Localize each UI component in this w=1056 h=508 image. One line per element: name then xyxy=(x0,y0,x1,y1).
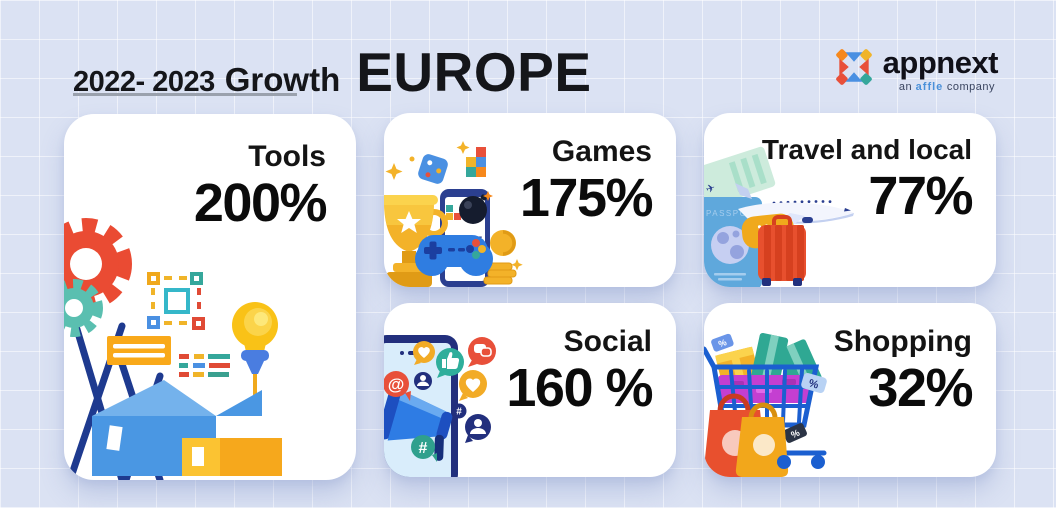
svg-text:#: # xyxy=(419,440,428,457)
hash-bubble-teal: # xyxy=(411,435,437,462)
svg-text:#: # xyxy=(456,407,462,418)
shopping-bag-orange xyxy=(735,402,789,477)
discount-tag-blue-small: % xyxy=(711,333,734,352)
stat-card-travel: Travel and local 77% ✈ PASSPORT xyxy=(704,113,996,287)
person-bubble-small xyxy=(414,372,432,390)
dice-icon xyxy=(418,154,448,184)
title-period: 2022- 2023 xyxy=(73,66,215,98)
toolbox-gears-lightbulb-illustration xyxy=(64,218,282,480)
social-bubbles: @ # xyxy=(384,337,496,462)
title-underline xyxy=(73,93,297,96)
suitcase-icon xyxy=(758,215,806,286)
stat-card-games: Games 175% xyxy=(384,113,676,287)
passport-plane-suitcase-illustration: ✈ PASSPORT xyxy=(704,146,854,287)
gear-icon-teal xyxy=(64,279,103,337)
person-bubble-big xyxy=(465,414,491,443)
lightbulb-icon xyxy=(232,302,278,408)
at-bubble: @ xyxy=(384,371,411,401)
chat-bubble-red xyxy=(468,337,496,367)
heart-bubble-small xyxy=(413,341,435,365)
svg-text:✈: ✈ xyxy=(704,182,716,196)
card-text-shopping: Shopping 32% xyxy=(833,325,974,418)
category-label: Shopping xyxy=(833,325,972,358)
cart-wheel xyxy=(777,455,791,469)
card-text-tools: Tools 200% xyxy=(193,140,328,233)
title-region: EUROPE xyxy=(356,41,592,103)
svg-text:%: % xyxy=(807,377,820,391)
dashed-square-motif xyxy=(147,272,205,330)
stat-card-tools: Tools 200% xyxy=(64,114,356,480)
svg-text:%: % xyxy=(717,337,728,349)
appnext-logo-icon xyxy=(835,49,872,85)
brand-tagline: an affle company xyxy=(899,81,998,93)
card-text-social: Social 160 % xyxy=(506,325,653,418)
tagline-suffix: company xyxy=(946,81,995,94)
category-label: Games xyxy=(551,135,652,168)
gamepad-icon xyxy=(415,235,493,276)
svg-text:PASSPORT: PASSPORT xyxy=(706,209,761,218)
hash-dot-small: # xyxy=(451,403,467,419)
stat-card-social: Social 160 % xyxy=(384,303,676,477)
brand-name: appnext xyxy=(882,45,999,80)
megaphone-social-bubbles-illustration: @ # xyxy=(384,335,496,477)
title-growth: Growth xyxy=(224,61,341,98)
category-label: Tools xyxy=(248,140,326,173)
coin-icon xyxy=(490,230,516,256)
boarding-pass: ✈ xyxy=(704,146,776,209)
tagline-prefix: an xyxy=(898,81,913,94)
category-label: Social xyxy=(563,325,652,358)
card-text-games: Games 175% xyxy=(519,135,654,228)
megaphone-icon xyxy=(384,385,453,461)
trophy-gamepad-phone-illustration: GAME xyxy=(384,141,523,287)
cart-wheel xyxy=(811,455,825,469)
thumbs-up-bubble xyxy=(436,348,464,378)
heart-bubble-big xyxy=(459,370,487,401)
growth-value: 77% xyxy=(868,165,973,226)
growth-value: 200% xyxy=(193,173,328,233)
card-text-travel: Travel and local 77% xyxy=(761,134,974,226)
svg-text:@: @ xyxy=(388,375,405,394)
cart-bags-gifts-illustration: % xyxy=(704,332,827,477)
growth-value: 175% xyxy=(519,168,654,228)
code-dashes xyxy=(179,354,230,377)
discount-tag-blue: % xyxy=(801,372,827,394)
page-title: 2022- 2023 Growth EUROPE xyxy=(73,40,592,104)
category-label: Travel and local xyxy=(761,134,972,165)
tagline-company: affle xyxy=(915,81,944,94)
discount-tag-dark: % xyxy=(783,423,807,443)
trophy-icon xyxy=(384,195,448,287)
brand-logo: appnext an affle company xyxy=(833,45,999,93)
stat-card-shopping: Shopping 32% % xyxy=(704,303,996,477)
note-card xyxy=(107,336,171,365)
sparkles xyxy=(385,141,523,271)
orange-box xyxy=(182,438,282,476)
growth-value: 160 % xyxy=(506,358,653,418)
tetris-blocks-icon xyxy=(466,147,486,177)
growth-value: 32% xyxy=(868,358,973,418)
